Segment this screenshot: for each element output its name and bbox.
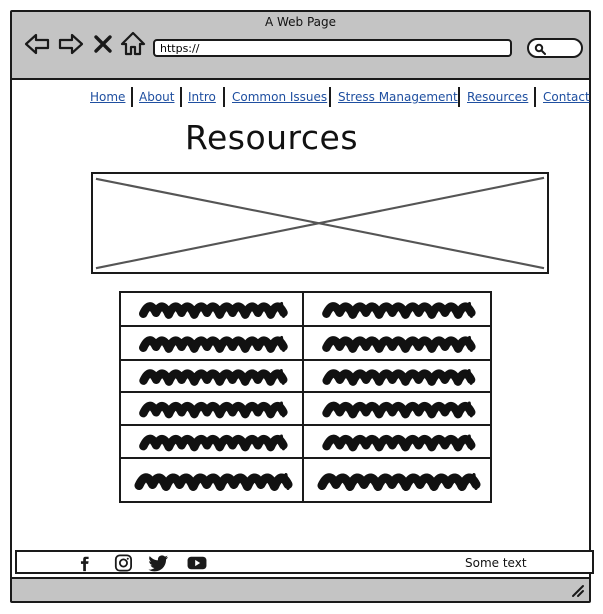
nav-link-home[interactable]: Home — [90, 90, 126, 104]
browser-toolbar: A Web Page — [12, 12, 589, 80]
scribble-text — [322, 368, 476, 386]
scribble-text — [139, 335, 288, 353]
table-cell — [304, 459, 490, 502]
scribble-text — [322, 434, 476, 452]
scribble-text — [139, 434, 288, 452]
nav-link-resources[interactable]: Resources — [467, 90, 529, 104]
image-placeholder — [91, 172, 549, 274]
scribble-text — [322, 335, 476, 353]
scribble-text — [139, 401, 288, 419]
close-x-icon[interactable] — [92, 30, 114, 58]
nav-link-about[interactable]: About — [139, 90, 175, 104]
footer: Some text — [15, 550, 594, 574]
table-cell — [304, 393, 490, 426]
browser-window: A Web Page Home About Intro Common Issue… — [10, 10, 594, 603]
nav-separator — [458, 87, 460, 107]
scribble-text — [322, 401, 476, 419]
instagram-icon[interactable] — [112, 554, 134, 572]
resize-grip-icon[interactable] — [571, 584, 585, 598]
nav-separator — [180, 87, 182, 107]
table-cell — [121, 426, 302, 459]
forward-arrow-icon[interactable] — [57, 30, 85, 58]
nav-link-stress-management[interactable]: Stress Management — [338, 90, 458, 104]
nav-link-contact[interactable]: Contact — [543, 90, 590, 104]
scribble-text — [139, 301, 288, 319]
table-cell — [121, 293, 302, 327]
youtube-icon[interactable] — [185, 554, 209, 572]
scribble-text — [322, 301, 476, 319]
scribble-text — [139, 368, 288, 386]
table-cell — [121, 361, 302, 393]
nav-separator — [329, 87, 331, 107]
facebook-icon[interactable] — [77, 554, 93, 572]
table-cell — [304, 361, 490, 393]
table-cell — [121, 327, 302, 361]
table-cell — [304, 293, 490, 327]
resources-table — [119, 291, 492, 503]
scribble-text — [134, 473, 293, 491]
table-cell — [121, 459, 302, 502]
page-title: Resources — [185, 118, 359, 157]
search-button[interactable] — [527, 38, 583, 58]
home-icon[interactable] — [119, 30, 147, 58]
twitter-icon[interactable] — [147, 554, 171, 572]
window-title: A Web Page — [264, 15, 337, 29]
table-cell — [121, 393, 302, 426]
nav-separator — [534, 87, 536, 107]
nav-link-intro[interactable]: Intro — [188, 90, 216, 104]
footer-text: Some text — [465, 556, 527, 570]
nav-separator — [223, 87, 225, 107]
nav-link-common-issues[interactable]: Common Issues — [232, 90, 328, 104]
back-arrow-icon[interactable] — [23, 30, 51, 58]
url-input[interactable] — [153, 39, 512, 57]
site-navigation: Home About Intro Common Issues Stress Ma… — [82, 86, 590, 110]
table-cell — [304, 327, 490, 361]
scribble-text — [317, 473, 481, 491]
status-bar — [12, 577, 589, 601]
table-cell — [304, 426, 490, 459]
table-column-divider — [302, 293, 304, 501]
search-icon — [534, 43, 546, 55]
nav-separator — [131, 87, 133, 107]
